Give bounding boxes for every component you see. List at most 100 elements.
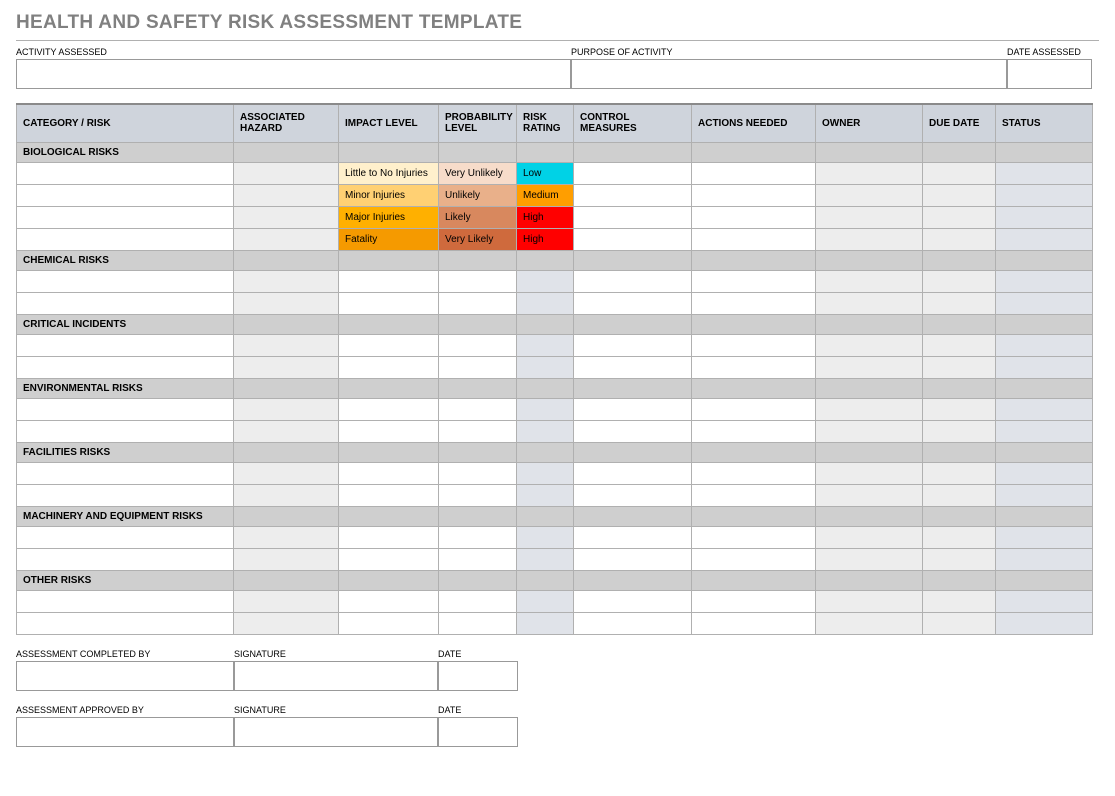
cell-status[interactable] (996, 398, 1093, 420)
input-activity[interactable] (16, 59, 571, 89)
cell-due[interactable] (923, 184, 996, 206)
cell-impact[interactable] (339, 548, 439, 570)
cell-action[interactable] (692, 420, 816, 442)
cell-ctrl[interactable] (574, 398, 692, 420)
cell-ctrl[interactable] (574, 184, 692, 206)
cell-status[interactable] (996, 292, 1093, 314)
cell-impact[interactable] (339, 526, 439, 548)
cell-action[interactable] (692, 162, 816, 184)
cell-prob[interactable]: Unlikely (439, 184, 517, 206)
cell-due[interactable] (923, 462, 996, 484)
cell-prob[interactable]: Very Unlikely (439, 162, 517, 184)
cell-status[interactable] (996, 590, 1093, 612)
cell-ctrl[interactable] (574, 612, 692, 634)
input-approved-date[interactable] (438, 717, 518, 747)
cell-status[interactable] (996, 526, 1093, 548)
cell-action[interactable] (692, 206, 816, 228)
cell-impact[interactable]: Fatality (339, 228, 439, 250)
cell-status[interactable] (996, 612, 1093, 634)
cell-due[interactable] (923, 398, 996, 420)
cell-action[interactable] (692, 484, 816, 506)
cell-owner[interactable] (816, 420, 923, 442)
cell-impact[interactable]: Major Injuries (339, 206, 439, 228)
cell-owner[interactable] (816, 548, 923, 570)
cell-action[interactable] (692, 292, 816, 314)
input-completed-by[interactable] (16, 661, 234, 691)
cell-owner[interactable] (816, 526, 923, 548)
cell-hazard[interactable] (234, 206, 339, 228)
cell-rating[interactable] (517, 526, 574, 548)
cell-action[interactable] (692, 184, 816, 206)
cell-cat[interactable] (17, 526, 234, 548)
cell-owner[interactable] (816, 612, 923, 634)
cell-ctrl[interactable] (574, 292, 692, 314)
cell-status[interactable] (996, 484, 1093, 506)
cell-action[interactable] (692, 228, 816, 250)
cell-rating[interactable] (517, 420, 574, 442)
cell-action[interactable] (692, 270, 816, 292)
cell-due[interactable] (923, 590, 996, 612)
input-approved-sig[interactable] (234, 717, 438, 747)
cell-rating[interactable] (517, 612, 574, 634)
cell-rating[interactable]: Low (517, 162, 574, 184)
cell-impact[interactable]: Little to No Injuries (339, 162, 439, 184)
cell-cat[interactable] (17, 398, 234, 420)
cell-hazard[interactable] (234, 484, 339, 506)
cell-rating[interactable] (517, 462, 574, 484)
cell-owner[interactable] (816, 292, 923, 314)
cell-rating[interactable]: High (517, 206, 574, 228)
cell-prob[interactable] (439, 484, 517, 506)
cell-status[interactable] (996, 270, 1093, 292)
cell-status[interactable] (996, 356, 1093, 378)
cell-action[interactable] (692, 590, 816, 612)
cell-ctrl[interactable] (574, 228, 692, 250)
cell-status[interactable] (996, 162, 1093, 184)
cell-cat[interactable] (17, 162, 234, 184)
cell-owner[interactable] (816, 206, 923, 228)
cell-owner[interactable] (816, 184, 923, 206)
cell-rating[interactable] (517, 334, 574, 356)
cell-owner[interactable] (816, 162, 923, 184)
cell-rating[interactable] (517, 484, 574, 506)
cell-impact[interactable] (339, 462, 439, 484)
cell-action[interactable] (692, 334, 816, 356)
cell-owner[interactable] (816, 356, 923, 378)
cell-impact[interactable] (339, 420, 439, 442)
cell-action[interactable] (692, 462, 816, 484)
cell-impact[interactable] (339, 398, 439, 420)
cell-cat[interactable] (17, 484, 234, 506)
cell-impact[interactable] (339, 292, 439, 314)
cell-status[interactable] (996, 184, 1093, 206)
cell-hazard[interactable] (234, 292, 339, 314)
cell-cat[interactable] (17, 420, 234, 442)
cell-status[interactable] (996, 206, 1093, 228)
cell-hazard[interactable] (234, 398, 339, 420)
cell-due[interactable] (923, 526, 996, 548)
cell-due[interactable] (923, 612, 996, 634)
cell-status[interactable] (996, 462, 1093, 484)
cell-rating[interactable]: High (517, 228, 574, 250)
cell-hazard[interactable] (234, 162, 339, 184)
cell-owner[interactable] (816, 462, 923, 484)
cell-impact[interactable] (339, 356, 439, 378)
cell-cat[interactable] (17, 612, 234, 634)
cell-cat[interactable] (17, 548, 234, 570)
cell-cat[interactable] (17, 292, 234, 314)
cell-ctrl[interactable] (574, 590, 692, 612)
cell-prob[interactable] (439, 526, 517, 548)
cell-rating[interactable] (517, 548, 574, 570)
cell-impact[interactable] (339, 484, 439, 506)
cell-rating[interactable] (517, 292, 574, 314)
cell-prob[interactable] (439, 292, 517, 314)
cell-prob[interactable]: Likely (439, 206, 517, 228)
cell-cat[interactable] (17, 270, 234, 292)
cell-prob[interactable] (439, 548, 517, 570)
cell-rating[interactable]: Medium (517, 184, 574, 206)
cell-ctrl[interactable] (574, 548, 692, 570)
cell-prob[interactable] (439, 356, 517, 378)
cell-owner[interactable] (816, 228, 923, 250)
cell-ctrl[interactable] (574, 356, 692, 378)
cell-due[interactable] (923, 270, 996, 292)
cell-ctrl[interactable] (574, 526, 692, 548)
cell-status[interactable] (996, 420, 1093, 442)
